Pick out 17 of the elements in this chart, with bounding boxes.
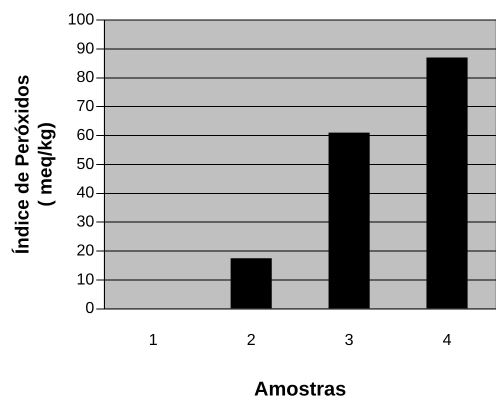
y-tick-label: 0: [85, 300, 94, 318]
y-tick-label: 30: [76, 214, 94, 231]
x-axis-title: Amostras: [254, 378, 346, 401]
x-tick-label: 4: [442, 332, 452, 349]
y-tick-label: 20: [76, 242, 94, 260]
y-tick-label: 100: [68, 11, 94, 28]
x-tick-label: 1: [148, 332, 158, 349]
y-tick-label: 50: [76, 156, 94, 173]
y-tick-label: 90: [76, 40, 94, 58]
y-tick-label: 80: [76, 69, 94, 86]
y-tick-label: 40: [76, 184, 94, 202]
y-tick-label: 70: [76, 98, 94, 116]
x-tick-label: 2: [246, 332, 256, 349]
y-tick-label: 10: [76, 271, 94, 288]
y-axis-title: Índice de Peróxidos ( meq/kg): [12, 74, 56, 254]
x-tick-label: 3: [344, 332, 354, 349]
y-tick-label: 60: [76, 126, 94, 144]
